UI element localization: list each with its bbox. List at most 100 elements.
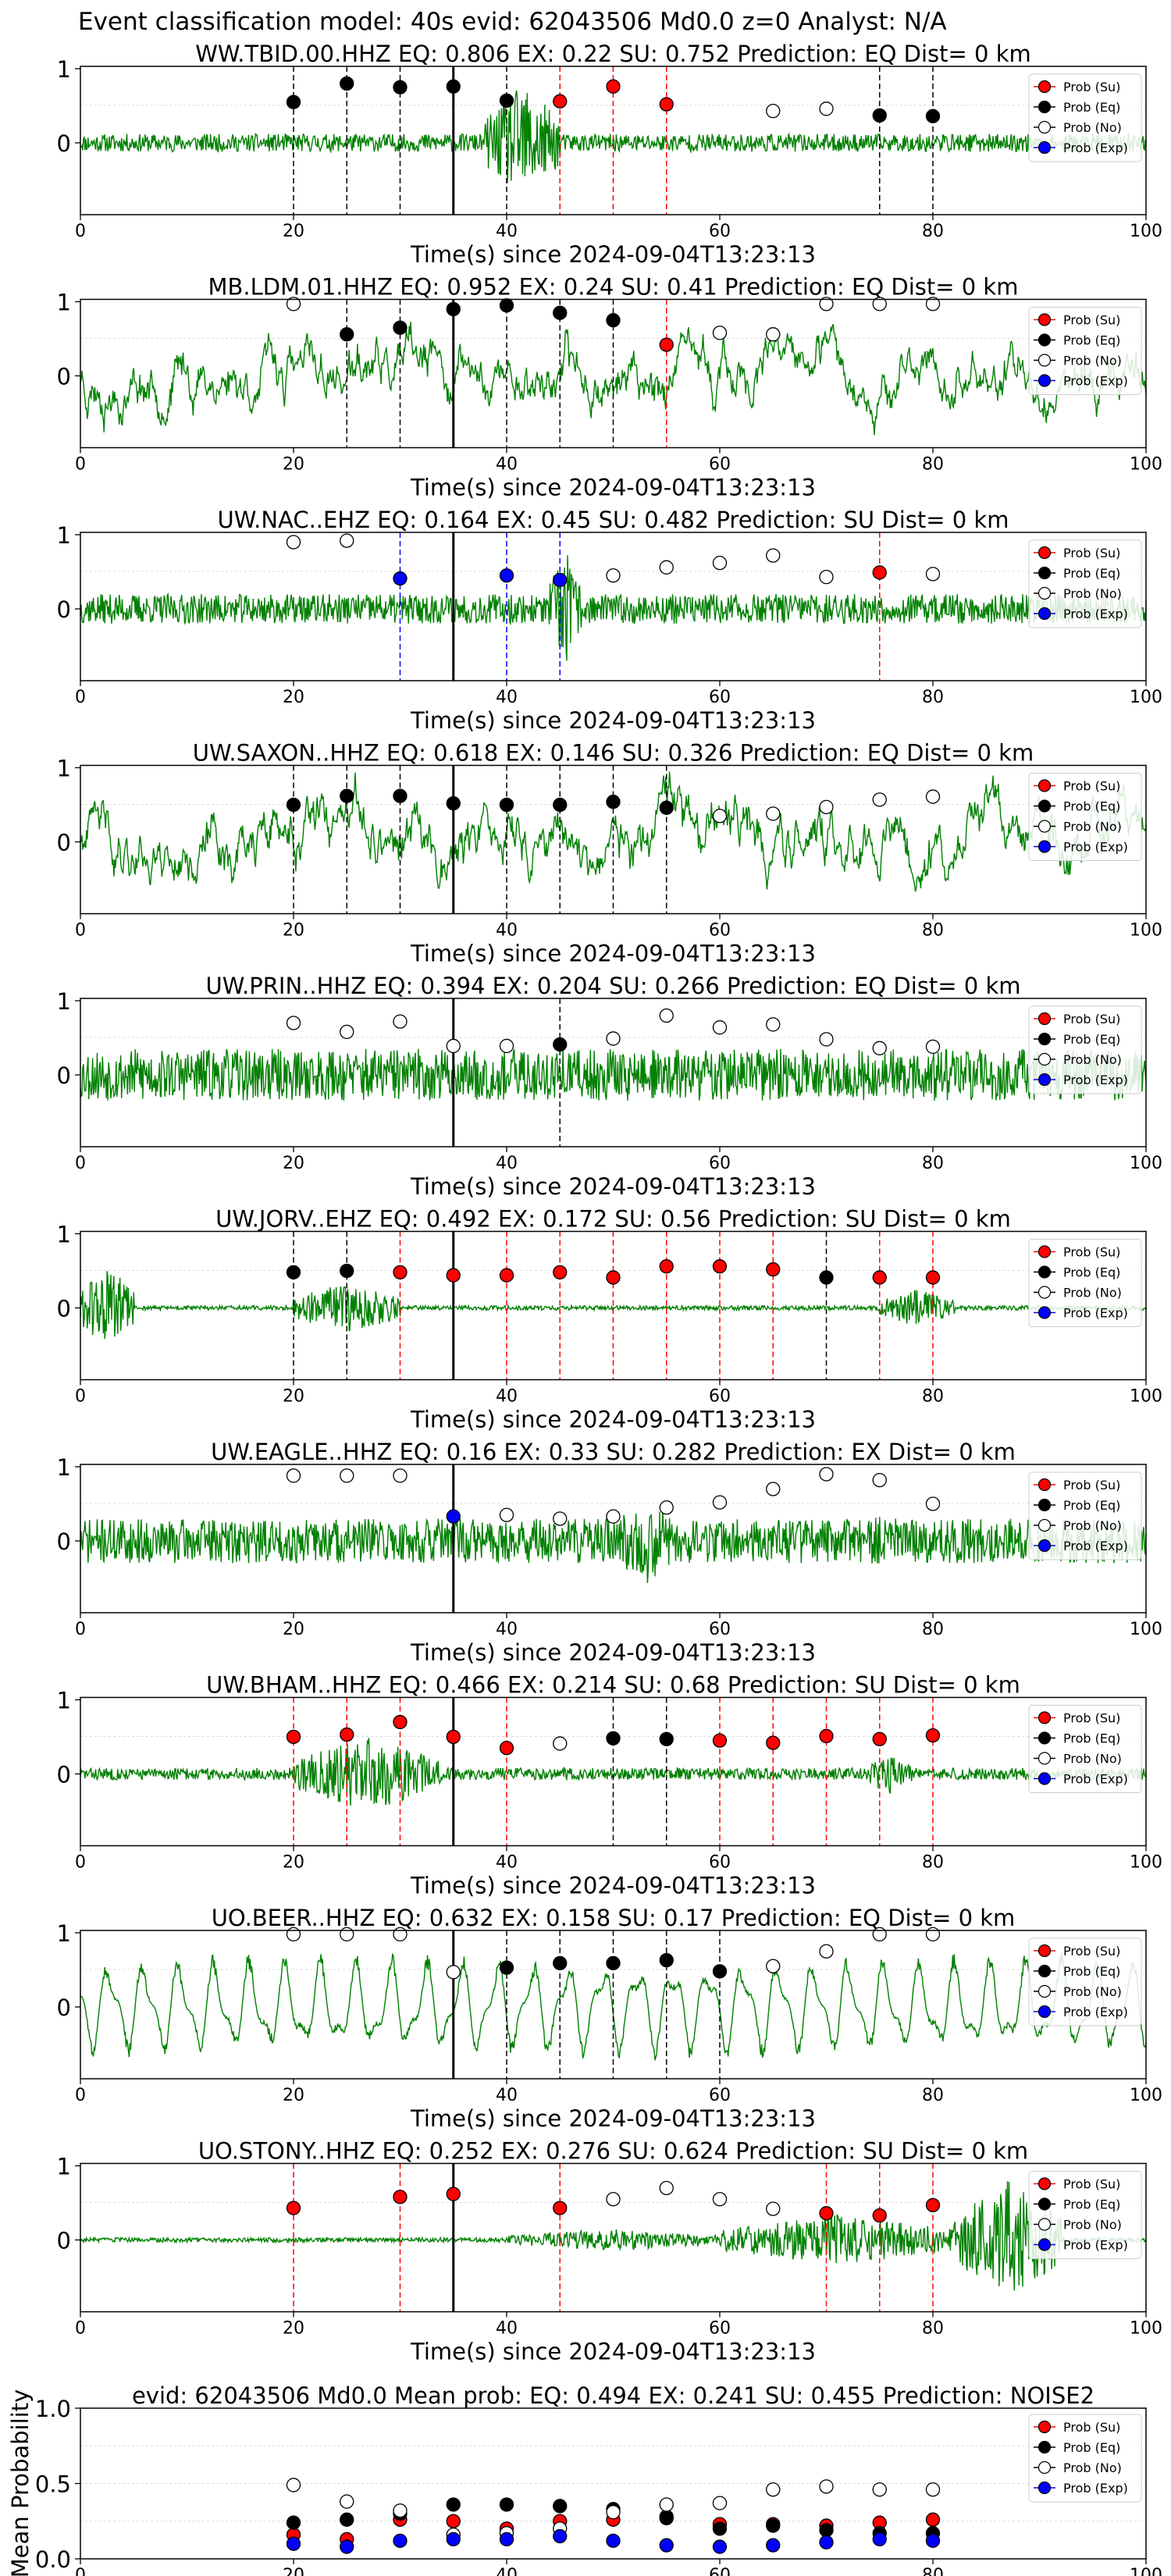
prob-marker xyxy=(286,535,301,550)
prob-marker xyxy=(553,1037,568,1052)
y-tick-label: 0.0 xyxy=(35,2546,71,2573)
prob-marker xyxy=(925,1270,941,1285)
panel: UW.EAGLE..HHZ EQ: 0.16 EX: 0.33 SU: 0.28… xyxy=(57,1439,1162,1666)
axes-frame xyxy=(80,1930,1147,2080)
mean-prob-marker xyxy=(393,2533,408,2548)
x-axis-label: Time(s) since 2024-09-04T13:23:13 xyxy=(410,2105,816,2132)
x-tick-label: 20 xyxy=(283,1620,304,1639)
x-axis-label: Time(s) since 2024-09-04T13:23:13 xyxy=(410,475,816,501)
y-tick-label: 1 xyxy=(57,1454,71,1481)
legend-marker xyxy=(1038,1286,1052,1299)
y-tick-label: 1 xyxy=(57,1222,71,1248)
prob-marker xyxy=(446,1729,461,1745)
mean-prob-marker xyxy=(819,2479,834,2494)
x-tick-label: 40 xyxy=(496,688,518,707)
y-tick-label: 0 xyxy=(57,1528,71,1555)
legend-marker xyxy=(1038,1731,1052,1745)
legend-box xyxy=(1028,1705,1142,1793)
y-axis-label: Mean Probability xyxy=(7,2389,34,2576)
legend-label: Prob (Eq) xyxy=(1063,1731,1120,1746)
x-tick-label: 80 xyxy=(922,455,944,475)
x-tick-label: 60 xyxy=(709,1154,731,1173)
legend-marker xyxy=(1038,100,1052,114)
legend-label: Prob (No) xyxy=(1063,2460,1122,2475)
x-tick-label: 60 xyxy=(709,2566,731,2576)
prob-marker xyxy=(446,301,461,317)
legend-marker xyxy=(1038,1245,1052,1258)
x-tick-label: 60 xyxy=(709,1620,731,1639)
prob-marker xyxy=(499,568,514,583)
legend-label: Prob (Su) xyxy=(1063,1944,1120,1959)
prob-marker xyxy=(872,1270,887,1285)
prob-marker xyxy=(712,1020,728,1035)
legend-marker xyxy=(1038,333,1052,347)
waveform-trace xyxy=(80,771,1147,892)
mean-prob-marker xyxy=(286,2478,301,2492)
prob-marker xyxy=(925,1727,941,1743)
prob-marker xyxy=(925,109,941,123)
legend-marker xyxy=(1038,2238,1052,2251)
prob-marker xyxy=(446,2186,461,2201)
prob-marker xyxy=(340,788,354,803)
x-axis-label: Time(s) since 2024-09-04T13:23:13 xyxy=(410,1873,816,1899)
prob-marker xyxy=(286,2201,301,2215)
prob-marker xyxy=(499,797,514,813)
legend-box xyxy=(1028,773,1142,861)
x-tick-label: 40 xyxy=(496,921,518,941)
prob-marker xyxy=(340,1468,354,1483)
prob-marker xyxy=(393,571,408,586)
prob-marker xyxy=(872,792,887,807)
legend-label: Prob (No) xyxy=(1063,1052,1122,1067)
legend-marker xyxy=(1038,1518,1052,1532)
prob-marker xyxy=(553,1736,568,1751)
legend-marker xyxy=(1038,2005,1052,2019)
prob-marker xyxy=(659,1259,674,1274)
prob-marker xyxy=(286,1468,301,1483)
prob-marker xyxy=(553,1955,568,1971)
mean-prob-marker xyxy=(553,2528,568,2544)
x-tick-label: 40 xyxy=(496,1154,518,1173)
legend-label: Prob (Su) xyxy=(1063,1711,1120,1726)
panel: UW.PRIN..HHZ EQ: 0.394 EX: 0.204 SU: 0.2… xyxy=(57,973,1162,1200)
y-tick-label: 1 xyxy=(57,756,71,782)
mean-prob-marker xyxy=(872,2482,887,2497)
x-tick-label: 20 xyxy=(283,455,304,475)
x-tick-label: 0 xyxy=(75,2086,86,2105)
x-tick-label: 100 xyxy=(1130,1154,1162,1173)
prob-marker xyxy=(286,1016,301,1030)
legend-label: Prob (Exp) xyxy=(1063,840,1128,855)
mean-prob-marker xyxy=(872,2532,887,2547)
prob-marker xyxy=(286,1265,301,1280)
legend-label: Prob (Su) xyxy=(1063,546,1120,560)
prob-marker xyxy=(499,1268,514,1283)
x-tick-label: 80 xyxy=(922,2319,944,2339)
legend-label: Prob (No) xyxy=(1063,586,1122,601)
prob-marker xyxy=(606,1509,621,1524)
figure-title: Event classification model: 40s evid: 62… xyxy=(78,8,947,36)
legend-box xyxy=(1028,2414,1142,2503)
prob-marker xyxy=(499,298,514,313)
legend-label: Prob (Su) xyxy=(1063,1478,1120,1493)
panel-title: UO.STONY..HHZ EQ: 0.252 EX: 0.276 SU: 0.… xyxy=(198,2138,1028,2165)
mean-prob-marker xyxy=(925,2482,941,2497)
x-tick-label: 60 xyxy=(709,1853,731,1873)
legend-label: Prob (Eq) xyxy=(1063,799,1120,814)
x-tick-label: 20 xyxy=(283,222,304,241)
x-tick-label: 20 xyxy=(283,2086,304,2105)
prob-marker xyxy=(286,1927,301,1942)
x-tick-label: 100 xyxy=(1130,1620,1162,1639)
legend-marker xyxy=(1038,141,1052,155)
waveform-trace xyxy=(80,1738,1147,1806)
legend-box xyxy=(1028,1471,1142,1560)
panel-title: UW.BHAM..HHZ EQ: 0.466 EX: 0.214 SU: 0.6… xyxy=(206,1672,1020,1699)
legend-label: Prob (Eq) xyxy=(1063,333,1120,348)
panel: UO.BEER..HHZ EQ: 0.632 EX: 0.158 SU: 0.1… xyxy=(57,1905,1162,2132)
x-tick-label: 80 xyxy=(922,2566,944,2576)
legend-label: Prob (Eq) xyxy=(1063,1265,1120,1280)
prob-marker xyxy=(766,1735,781,1750)
mean-prob-marker xyxy=(766,2518,781,2533)
y-tick-label: 0 xyxy=(57,830,71,856)
x-tick-label: 40 xyxy=(496,2566,518,2576)
x-tick-label: 80 xyxy=(922,1853,944,1873)
legend-marker xyxy=(1038,546,1052,560)
